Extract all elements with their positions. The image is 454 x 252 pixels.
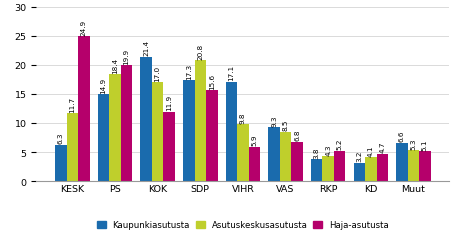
Bar: [163, 112, 175, 181]
Bar: [152, 83, 163, 181]
Bar: [419, 152, 431, 181]
Bar: [365, 158, 376, 181]
Bar: [67, 114, 78, 181]
Text: 4.7: 4.7: [379, 141, 385, 153]
Bar: [311, 160, 322, 181]
Bar: [55, 145, 67, 181]
Bar: [237, 125, 249, 181]
Bar: [396, 143, 408, 181]
Text: 3.2: 3.2: [356, 150, 362, 162]
Text: 5.9: 5.9: [252, 134, 257, 146]
Text: 4.3: 4.3: [325, 144, 331, 155]
Bar: [268, 128, 280, 181]
Bar: [322, 156, 334, 181]
Bar: [334, 151, 345, 181]
Bar: [354, 163, 365, 181]
Bar: [140, 57, 152, 181]
Text: 5.3: 5.3: [410, 138, 416, 149]
Bar: [78, 37, 89, 181]
Text: 8.5: 8.5: [282, 119, 289, 131]
Bar: [98, 95, 109, 181]
Text: 6.3: 6.3: [58, 132, 64, 143]
Text: 17.3: 17.3: [186, 64, 192, 80]
Text: 14.9: 14.9: [100, 78, 107, 94]
Bar: [183, 81, 194, 181]
Text: 18.4: 18.4: [112, 57, 118, 73]
Bar: [280, 132, 291, 181]
Bar: [121, 66, 132, 181]
Text: 19.9: 19.9: [123, 49, 129, 65]
Text: 5.2: 5.2: [337, 138, 343, 150]
Text: 4.1: 4.1: [368, 145, 374, 156]
Bar: [109, 75, 121, 181]
Text: 5.1: 5.1: [422, 139, 428, 150]
Text: 3.8: 3.8: [314, 146, 320, 158]
Text: 24.9: 24.9: [81, 20, 87, 36]
Text: 21.4: 21.4: [143, 40, 149, 56]
Text: 15.6: 15.6: [209, 74, 215, 89]
Bar: [376, 154, 388, 181]
Text: 9.3: 9.3: [271, 115, 277, 126]
Bar: [249, 147, 260, 181]
Text: 17.1: 17.1: [228, 65, 234, 81]
Text: 11.9: 11.9: [166, 95, 172, 111]
Bar: [226, 82, 237, 181]
Text: 17.0: 17.0: [155, 66, 161, 81]
Bar: [194, 61, 206, 181]
Legend: Kaupunkiasutusta, Asutuskeskusasutusta, Haja-asutusta: Kaupunkiasutusta, Asutuskeskusasutusta, …: [94, 217, 392, 233]
Bar: [291, 142, 303, 181]
Text: 20.8: 20.8: [197, 43, 203, 59]
Bar: [206, 91, 217, 181]
Text: 6.8: 6.8: [294, 129, 300, 141]
Text: 6.6: 6.6: [399, 130, 405, 142]
Text: 9.8: 9.8: [240, 112, 246, 123]
Bar: [408, 151, 419, 181]
Text: 11.7: 11.7: [69, 96, 75, 112]
